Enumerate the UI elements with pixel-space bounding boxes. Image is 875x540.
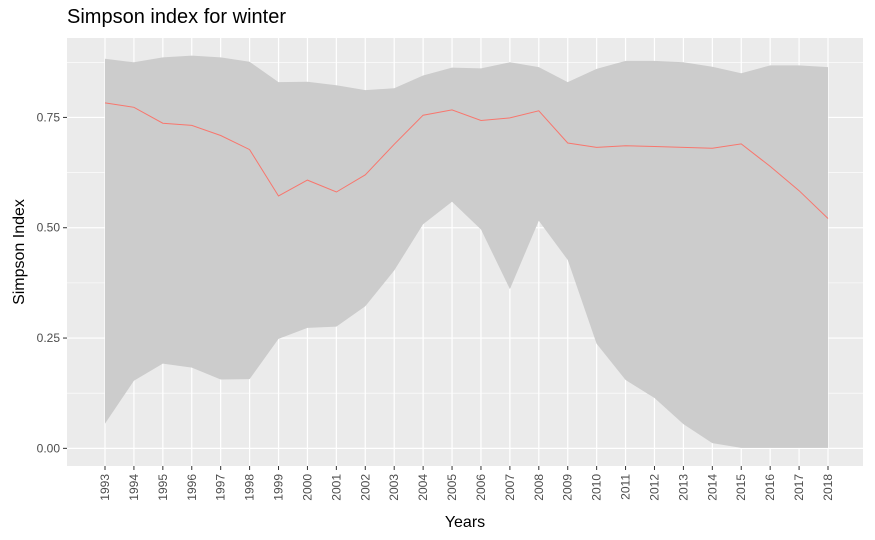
y-tick-label: 0.50 bbox=[37, 221, 61, 235]
x-tick-label: 1997 bbox=[214, 474, 228, 501]
x-tick-label: 2001 bbox=[329, 474, 343, 501]
x-tick-label: 2011 bbox=[619, 474, 633, 500]
x-axis-title: Years bbox=[445, 514, 485, 531]
x-tick-label: 2003 bbox=[387, 474, 401, 501]
x-tick-label: 1998 bbox=[243, 474, 257, 501]
x-tick-label: 2007 bbox=[503, 474, 517, 501]
y-tick-label: 0.00 bbox=[37, 441, 61, 455]
x-tick-label: 2013 bbox=[676, 474, 690, 501]
x-tick-label: 2004 bbox=[416, 474, 430, 501]
x-tick-label: 1995 bbox=[156, 474, 170, 501]
x-tick-label: 2015 bbox=[734, 474, 748, 501]
chart-title: Simpson index for winter bbox=[67, 6, 286, 28]
y-axis-title: Simpson Index bbox=[11, 199, 28, 305]
y-tick-label: 0.25 bbox=[37, 331, 61, 345]
x-tick-label: 2010 bbox=[590, 474, 604, 501]
x-tick-label: 2006 bbox=[474, 474, 488, 501]
x-tick-label: 1993 bbox=[98, 474, 112, 501]
x-tick-label: 2008 bbox=[532, 474, 546, 501]
x-tick-label: 1994 bbox=[127, 474, 141, 501]
x-tick-label: 2009 bbox=[561, 474, 575, 501]
y-axis-ticks: 0.00 0.25 0.50 0.75 bbox=[37, 110, 67, 455]
x-tick-label: 2014 bbox=[705, 474, 719, 501]
x-tick-label: 2012 bbox=[647, 474, 661, 501]
x-tick-label: 2016 bbox=[763, 474, 777, 501]
x-tick-label: 2018 bbox=[821, 474, 835, 501]
x-tick-label: 2005 bbox=[445, 474, 459, 501]
x-axis-ticks: 1993 1994 1995 1996 1997 1998 1999 2000 2001 2002… bbox=[98, 466, 835, 501]
x-tick-label: 1996 bbox=[185, 474, 199, 501]
x-tick-label: 2017 bbox=[792, 474, 806, 501]
confidence-ribbon bbox=[105, 55, 828, 448]
x-tick-label: 1999 bbox=[272, 474, 286, 501]
x-tick-label: 2002 bbox=[358, 474, 372, 501]
y-tick-label: 0.75 bbox=[37, 110, 61, 124]
x-tick-label: 2000 bbox=[300, 474, 314, 501]
series-line bbox=[104, 102, 829, 219]
